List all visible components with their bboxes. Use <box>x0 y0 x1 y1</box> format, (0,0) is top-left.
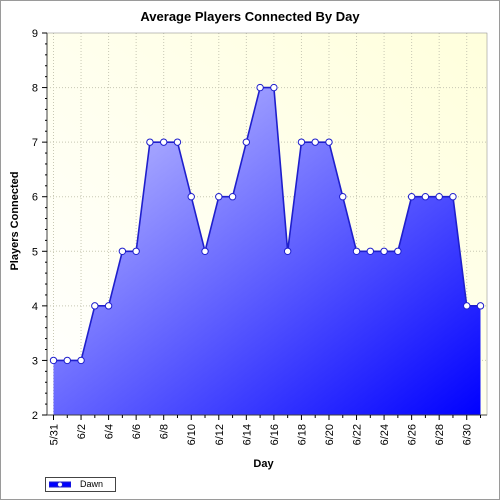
y-tick-label: 9 <box>32 28 38 40</box>
data-point <box>407 193 416 201</box>
legend-label-dawn: Dawn <box>80 479 104 489</box>
data-point <box>311 138 319 146</box>
x-axis-title: Day <box>253 458 274 470</box>
x-tick-label: 6/4 <box>104 424 116 439</box>
legend: Dawn <box>45 477 116 492</box>
data-point <box>325 138 333 146</box>
y-tick-label: 2 <box>32 410 38 422</box>
data-point <box>270 83 278 92</box>
x-tick-label: 6/12 <box>214 424 226 445</box>
data-point <box>283 247 292 255</box>
data-point <box>201 247 209 255</box>
data-point <box>394 247 402 255</box>
y-tick-label: 6 <box>32 192 38 204</box>
chart-title: Average Players Connected By Day <box>140 9 360 24</box>
data-point <box>449 193 457 201</box>
data-point <box>146 138 154 146</box>
y-tick-label: 3 <box>32 355 38 367</box>
x-tick-label: 6/26 <box>407 424 419 445</box>
x-tick-label: 6/20 <box>324 424 336 445</box>
data-point <box>366 247 375 255</box>
data-point <box>77 356 85 365</box>
data-point <box>476 302 485 310</box>
x-tick-label: 6/28 <box>434 424 446 445</box>
x-tick-label: 6/14 <box>241 424 253 445</box>
y-tick-labels: 2 3 4 5 6 7 8 9 <box>32 28 47 422</box>
x-tick-label: 6/24 <box>379 424 391 445</box>
axes <box>46 32 488 416</box>
data-point <box>463 302 471 310</box>
y-tick-label: 8 <box>32 83 38 95</box>
data-point <box>380 247 388 255</box>
data-point <box>435 193 443 201</box>
legend-swatch <box>49 481 71 488</box>
x-tick-label: 6/22 <box>352 424 364 445</box>
data-point <box>91 302 99 310</box>
x-tick-label: 6/18 <box>296 424 308 445</box>
data-point <box>215 193 223 201</box>
x-tick-label: 6/30 <box>462 424 474 445</box>
data-point <box>187 193 195 201</box>
y-tick-label: 4 <box>32 301 38 313</box>
x-tick-label: 6/16 <box>269 424 281 445</box>
data-point <box>159 138 168 146</box>
data-point <box>118 247 127 255</box>
data-point <box>339 193 347 201</box>
x-tick-label: 6/8 <box>159 424 171 439</box>
y-tick-label: 5 <box>32 246 38 258</box>
data-point <box>104 302 113 310</box>
y-tick-label: 7 <box>32 137 38 149</box>
x-tick-label: 6/10 <box>186 424 198 445</box>
data-point <box>173 138 182 146</box>
x-tick-label: 5/31 <box>49 424 61 445</box>
data-point <box>49 356 58 365</box>
data-point <box>256 83 264 92</box>
data-point <box>352 247 361 255</box>
plot-frame <box>46 32 488 416</box>
data-point <box>63 356 71 365</box>
area-fill-dawn <box>53 87 481 416</box>
x-tick-label: 6/2 <box>76 424 88 439</box>
data-point <box>421 193 430 201</box>
data-point <box>132 247 140 255</box>
x-tick-label: 6/6 <box>131 424 143 439</box>
data-point <box>228 193 237 201</box>
data-point <box>297 138 306 146</box>
x-tick-labels: 5/31 6/2 6/4 6/6 6/8 6/10 6/12 6/14 6/16 6/18 6/20… <box>49 415 481 445</box>
data-point <box>242 138 251 146</box>
data-markers <box>49 83 485 365</box>
